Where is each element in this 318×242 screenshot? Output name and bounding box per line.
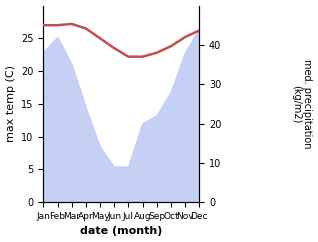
- Y-axis label: max temp (C): max temp (C): [5, 65, 16, 142]
- X-axis label: date (month): date (month): [80, 227, 162, 236]
- Y-axis label: med. precipitation
(kg/m2): med. precipitation (kg/m2): [291, 59, 313, 149]
